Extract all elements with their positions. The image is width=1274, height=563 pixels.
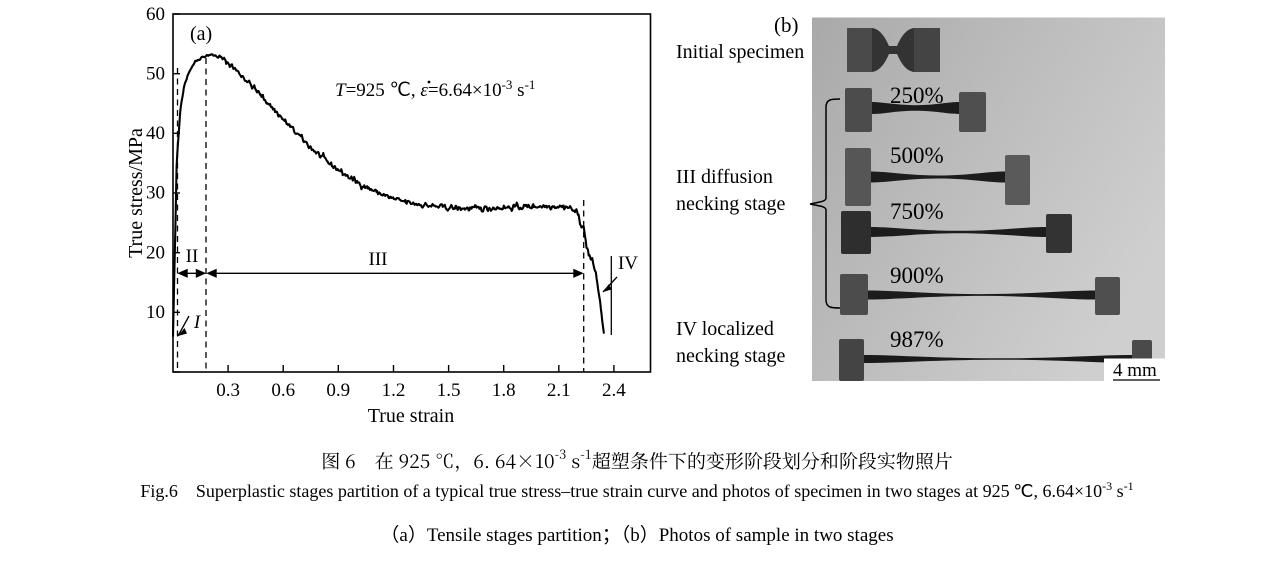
svg-text:0.3: 0.3 — [216, 380, 240, 401]
svg-text:60: 60 — [146, 4, 165, 25]
svg-text:IV: IV — [618, 253, 638, 274]
svg-text:0.9: 0.9 — [326, 380, 350, 401]
svg-text:250%: 250% — [890, 83, 944, 108]
svg-text:2.4: 2.4 — [602, 380, 626, 401]
svg-text:1.8: 1.8 — [492, 380, 516, 401]
svg-text:500%: 500% — [890, 143, 944, 168]
svg-text:III diffusion: III diffusion — [676, 166, 773, 188]
svg-text:900%: 900% — [890, 263, 944, 288]
svg-text:987%: 987% — [890, 327, 944, 352]
svg-text:4 mm: 4 mm — [1113, 360, 1157, 381]
svg-text:2.1: 2.1 — [547, 380, 571, 401]
svg-text:40: 40 — [146, 123, 165, 144]
svg-text:necking stage: necking stage — [676, 345, 786, 367]
svg-text:(a): (a) — [190, 23, 212, 45]
svg-text:T=925 ℃, ε=6.64×10-3 s-1: T=925 ℃, ε=6.64×10-3 s-1 — [335, 77, 535, 102]
svg-text:750%: 750% — [890, 199, 944, 224]
svg-text:30: 30 — [146, 183, 165, 204]
svg-text:II: II — [186, 246, 199, 267]
svg-text:True strain: True strain — [368, 405, 454, 427]
svg-text:20: 20 — [146, 242, 165, 263]
svg-text:1.2: 1.2 — [382, 380, 406, 401]
svg-text:IV localized: IV localized — [676, 318, 774, 340]
svg-text:necking stage: necking stage — [676, 193, 786, 215]
svg-text:50: 50 — [146, 64, 165, 85]
svg-text:1.5: 1.5 — [437, 380, 461, 401]
svg-text:III: III — [369, 249, 388, 270]
svg-text:I: I — [193, 312, 202, 333]
svg-text:Initial specimen: Initial specimen — [676, 41, 804, 63]
svg-text:10: 10 — [146, 302, 165, 323]
svg-text:True stress/MPa: True stress/MPa — [125, 128, 147, 258]
svg-text:(b): (b) — [774, 13, 799, 37]
svg-text:0.6: 0.6 — [271, 380, 295, 401]
